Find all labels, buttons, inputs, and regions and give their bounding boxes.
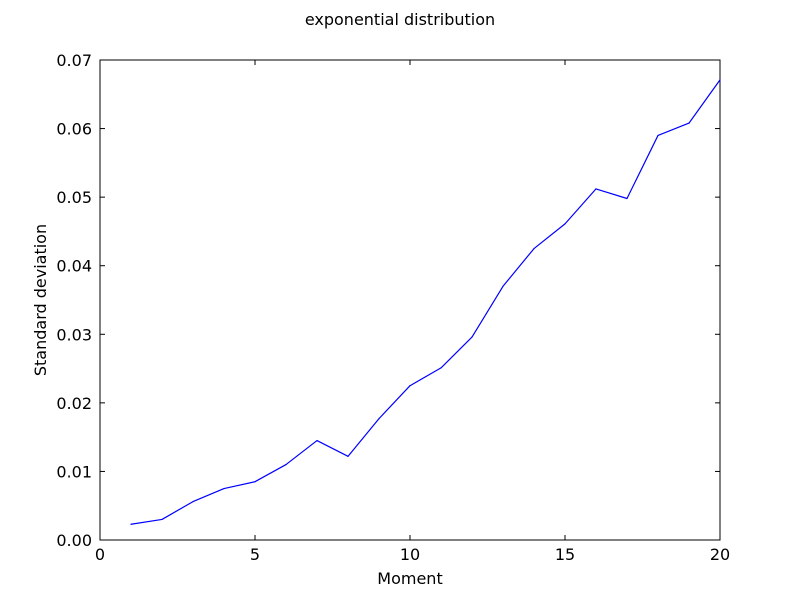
data-point — [657, 134, 659, 137]
data-point — [192, 501, 194, 503]
data-point — [471, 336, 473, 338]
x-tick-label: 5 — [250, 545, 260, 564]
x-tick-label: 10 — [400, 545, 420, 564]
y-tick-label: 0.01 — [56, 462, 92, 481]
chart-title: exponential distribution — [305, 10, 495, 29]
data-point — [316, 439, 318, 442]
data-point — [161, 518, 163, 521]
y-tick-label: 0.02 — [56, 394, 92, 413]
data-point — [626, 197, 628, 200]
series-layer — [130, 79, 721, 525]
series-line — [130, 79, 721, 525]
x-axis-label: Moment — [377, 569, 442, 588]
data-point — [378, 418, 380, 420]
data-point — [130, 523, 132, 525]
y-tick-label: 0.03 — [56, 325, 92, 344]
x-axis-ticks: 0 5 10 15 20 — [95, 60, 730, 564]
y-axis-label: Standard deviation — [31, 224, 50, 376]
plot-area — [99, 59, 721, 541]
data-point — [688, 122, 690, 124]
y-tick-label: 0.00 — [56, 531, 92, 550]
y-tick-label: 0.07 — [56, 51, 92, 70]
y-tick-label: 0.06 — [56, 120, 92, 139]
y-axis-ticks: 0.00 0.01 0.02 0.03 0.04 0.05 0.06 0.07 — [56, 51, 720, 550]
data-point — [595, 188, 597, 190]
data-point — [347, 455, 349, 457]
data-point — [533, 247, 535, 250]
data-point — [719, 79, 721, 81]
y-tick-label: 0.04 — [56, 257, 92, 276]
x-tick-label: 0 — [95, 545, 105, 564]
data-point — [564, 223, 566, 225]
data-point — [223, 487, 225, 490]
data-point — [254, 481, 256, 483]
data-point — [502, 285, 504, 287]
data-point — [440, 367, 442, 369]
x-tick-label: 20 — [710, 545, 730, 564]
data-point — [409, 385, 411, 387]
y-tick-label: 0.05 — [56, 188, 92, 207]
data-point — [285, 463, 287, 466]
x-tick-label: 15 — [555, 545, 575, 564]
